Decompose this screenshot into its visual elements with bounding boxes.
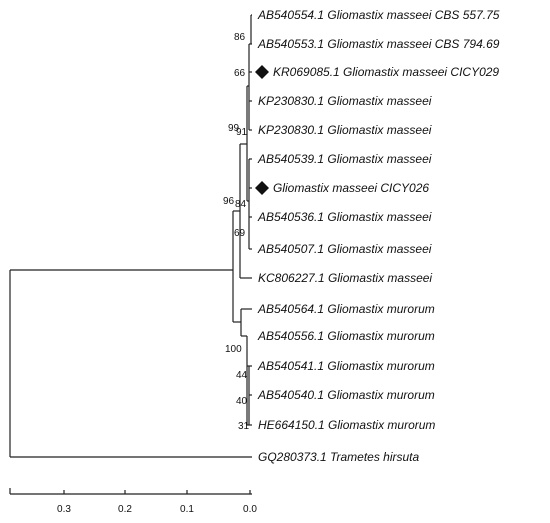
- leaf-label: AB540540.1 Gliomastix murorum: [257, 388, 435, 402]
- bootstrap-value: 86: [234, 32, 246, 43]
- bootstrap-value: 84: [235, 199, 247, 210]
- leaf-label: AB540536.1 Gliomastix masseei: [257, 210, 432, 224]
- leaf-label: AB540553.1 Gliomastix masseei CBS 794.69: [257, 37, 500, 51]
- leaf-label: GQ280373.1 Trametes hirsuta: [258, 450, 420, 464]
- leaf-label: KR069085.1 Gliomastix masseei CICY029: [273, 65, 499, 79]
- leaf-label: KC806227.1 Gliomastix masseei: [258, 271, 432, 285]
- leaf-label: KP230830.1 Gliomastix masseei: [258, 94, 432, 108]
- leaf-label: AB540539.1 Gliomastix masseei: [257, 152, 432, 166]
- leaf-label: KP230830.1 Gliomastix masseei: [258, 123, 432, 137]
- bootstrap-value: 100: [225, 344, 242, 355]
- bootstrap-value: 96: [223, 196, 235, 207]
- diamond-marker-icon: [255, 65, 269, 79]
- leaf-label: AB540507.1 Gliomastix masseei: [257, 242, 432, 256]
- scale-tick-label: 0.3: [57, 504, 71, 515]
- leaf-labels: AB540554.1 Gliomastix masseei CBS 557.75…: [257, 8, 500, 464]
- bootstrap-value: 99: [228, 123, 240, 134]
- leaf-label: AB540554.1 Gliomastix masseei CBS 557.75: [257, 8, 500, 22]
- bootstrap-value: 66: [234, 68, 246, 79]
- leaf-label: AB540556.1 Gliomastix murorum: [257, 329, 435, 343]
- scale-tick-label: 0.0: [243, 504, 257, 515]
- leaf-label: HE664150.1 Gliomastix murorum: [258, 418, 435, 432]
- bootstrap-value: 91: [236, 127, 248, 138]
- marker-group: [255, 65, 269, 195]
- leaf-label: Gliomastix masseei CICY026: [273, 181, 429, 195]
- bootstrap-value: 40: [236, 396, 248, 407]
- leaf-label: AB540541.1 Gliomastix murorum: [257, 359, 435, 373]
- tree-branches: [9, 14, 252, 458]
- bootstrap-values: 86 66 99 91 96 84 69 100 44 40 31: [223, 32, 250, 432]
- diamond-marker-icon: [255, 181, 269, 195]
- bootstrap-value: 44: [236, 370, 248, 381]
- scale-tick-label: 0.2: [118, 504, 132, 515]
- scale-axis: 0.3 0.2 0.1 0.0: [9, 488, 257, 515]
- bootstrap-value: 31: [238, 421, 250, 432]
- bootstrap-value: 69: [234, 228, 246, 239]
- leaf-label: AB540564.1 Gliomastix murorum: [257, 302, 435, 316]
- scale-tick-label: 0.1: [180, 504, 194, 515]
